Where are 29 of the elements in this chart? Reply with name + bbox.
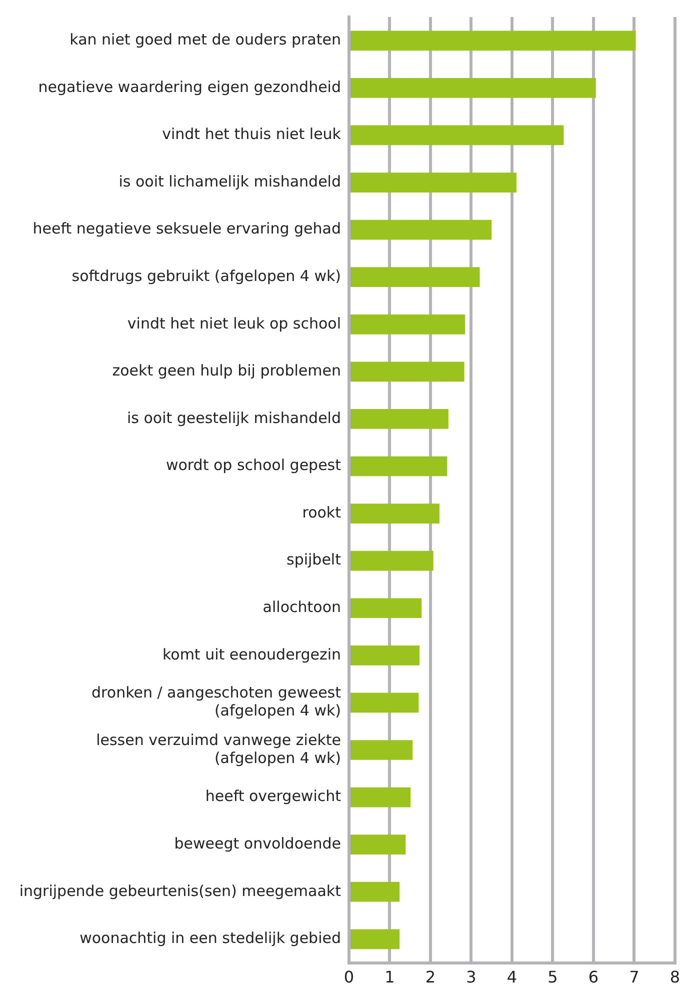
y-tick-label: heeft overgewicht — [205, 787, 342, 806]
y-tick-label: ingrijpende gebeurtenis(sen) meegemaakt — [19, 882, 342, 900]
y-tick-label: komt uit eenoudergezin — [162, 645, 341, 664]
y-tick-label: is ooit lichamelijk mishandeld — [118, 172, 341, 190]
x-tick-label: 5 — [548, 968, 558, 987]
x-tick-label: 7 — [629, 968, 640, 987]
y-tick-label: zoekt geen hulp bij problemen — [112, 362, 341, 380]
y-tick-label: vindt het niet leuk op school — [127, 314, 341, 332]
x-tick-label: 6 — [588, 968, 599, 987]
x-tick-label: 1 — [384, 968, 395, 987]
y-tick-label: wordt op school gepest — [166, 456, 342, 474]
y-tick-label: rookt — [302, 503, 342, 522]
x-tick-label: 8 — [670, 968, 680, 987]
y-tick-label: negatieve waardering eigen gezondheid — [38, 78, 341, 96]
x-tick-label: 4 — [506, 968, 518, 987]
x-tick-label: 2 — [425, 968, 436, 987]
x-tick-label: 0 — [344, 968, 354, 987]
y-tick-label: kan niet goed met de ouders praten — [70, 30, 341, 49]
y-tick-label: is ooit geestelijk mishandeld — [126, 408, 341, 427]
y-tick-label: beweegt onvoldoende — [174, 834, 341, 852]
y-tick-label: allochtoon — [262, 598, 341, 616]
y-tick-label: spijbelt — [286, 550, 342, 569]
y-tick-label: woonachtig in een stedelijk gebied — [80, 929, 341, 948]
y-tick-label: dronken / aangeschoten geweest (afgelopen 4 wk) — [92, 684, 342, 720]
y-tick-label: vindt het thuis niet leuk — [162, 125, 342, 144]
x-tick-label: 3 — [466, 968, 476, 987]
y-tick-label: heeft negatieve seksuele ervaring gehad — [32, 220, 341, 238]
y-tick-label: lessen verzuimd vanwege ziekte (afgelopen 4 wk) — [96, 730, 341, 767]
y-tick-label: softdrugs gebruikt (afgelopen 4 wk) — [72, 266, 341, 285]
